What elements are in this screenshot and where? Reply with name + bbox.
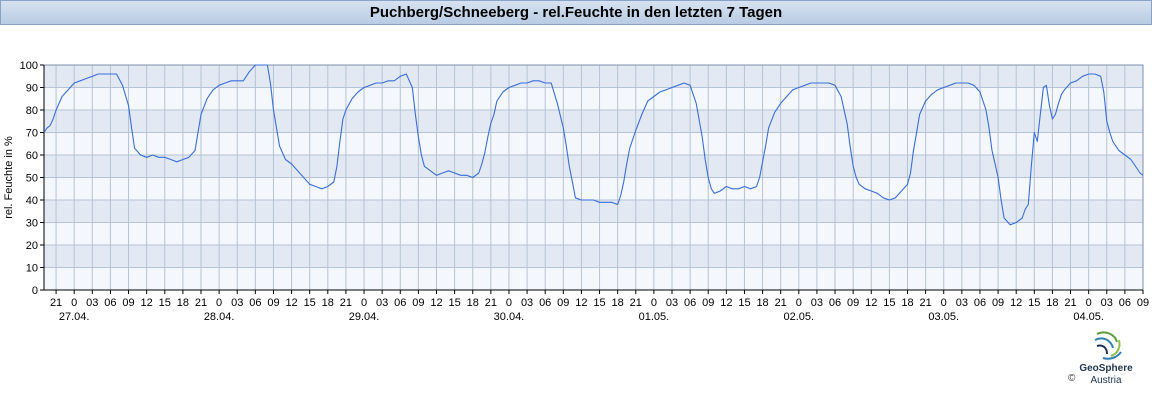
- x-tick-label: 0: [651, 297, 657, 309]
- x-tick-label: 18: [322, 297, 334, 309]
- x-tick-label: 0: [941, 297, 947, 309]
- x-tick-label: 21: [1064, 297, 1076, 309]
- x-tick-label: 15: [448, 297, 460, 309]
- x-tick-label: 06: [249, 297, 261, 309]
- y-tick-label: 0: [32, 285, 38, 297]
- y-tick-label: 90: [26, 83, 38, 95]
- y-tick-label: 10: [26, 263, 38, 275]
- plot-band: [44, 245, 1143, 268]
- x-tick-label: 18: [467, 297, 479, 309]
- x-tick-label: 12: [141, 297, 153, 309]
- plot-band: [44, 155, 1143, 178]
- y-tick-label: 30: [26, 218, 38, 230]
- y-axis-label: rel. Feuchte in %: [3, 136, 15, 219]
- x-tick-label: 15: [304, 297, 316, 309]
- y-axis: 0 10 20 30 40 50 60 70 80 90 100: [20, 60, 45, 297]
- x-tick-label: 0: [71, 297, 77, 309]
- x-tick-label: 21: [630, 297, 642, 309]
- x-tick-label: 12: [285, 297, 297, 309]
- x-tick-label: 09: [847, 297, 859, 309]
- x-tick-label: 21: [340, 297, 352, 309]
- date-label: 30.04.: [494, 311, 525, 323]
- date-label: 28.04.: [204, 311, 235, 323]
- x-tick-label: 12: [865, 297, 877, 309]
- x-tick-label: 03: [1101, 297, 1113, 309]
- x-tick-label: 21: [50, 297, 62, 309]
- x-tick-label: 12: [575, 297, 587, 309]
- y-tick-label: 60: [26, 150, 38, 162]
- x-tick-label: 18: [756, 297, 768, 309]
- y-tick-label: 100: [20, 60, 38, 72]
- x-tick-label: 12: [720, 297, 732, 309]
- x-tick-label: 15: [883, 297, 895, 309]
- x-tick-label: 06: [684, 297, 696, 309]
- x-tick-label: 12: [1010, 297, 1022, 309]
- x-tick-label: 18: [901, 297, 913, 309]
- geosphere-logo: GeoSphere Austria ©: [1066, 328, 1146, 398]
- x-tick-label: 06: [104, 297, 116, 309]
- y-tick-label: 20: [26, 240, 38, 252]
- x-tick-label: 15: [1028, 297, 1040, 309]
- x-tick-label: 21: [485, 297, 497, 309]
- x-tick-label: 18: [177, 297, 189, 309]
- logo-sub: Austria: [1090, 375, 1122, 386]
- x-tick-label: 09: [1137, 297, 1149, 309]
- x-tick-label: 09: [557, 297, 569, 309]
- x-tick-label: 09: [992, 297, 1004, 309]
- plot-band: [44, 65, 1143, 88]
- date-label: 01.05.: [639, 311, 670, 323]
- plot-band: [44, 200, 1143, 223]
- x-tick-label: 03: [86, 297, 98, 309]
- x-tick-label: 06: [539, 297, 551, 309]
- date-label: 29.04.: [349, 311, 380, 323]
- date-label: 02.05.: [784, 311, 815, 323]
- x-tick-label: 03: [956, 297, 968, 309]
- series-group: [43, 64, 1144, 226]
- chart-title: Puchberg/Schneeberg - rel.Feuchte in den…: [0, 0, 1152, 25]
- date-label: 27.04.: [59, 311, 90, 323]
- y-tick-label: 70: [26, 128, 38, 140]
- x-tick-label: 0: [361, 297, 367, 309]
- x-tick-label: 21: [775, 297, 787, 309]
- x-tick-label: 18: [612, 297, 624, 309]
- x-tick-label: 03: [521, 297, 533, 309]
- date-label: 04.05.: [1073, 311, 1104, 323]
- x-tick-label: 21: [919, 297, 931, 309]
- logo-name: GeoSphere: [1079, 363, 1133, 374]
- x-tick-label: 18: [1046, 297, 1058, 309]
- x-tick-label: 03: [376, 297, 388, 309]
- x-tick-label: 06: [394, 297, 406, 309]
- x-tick-label: 0: [796, 297, 802, 309]
- x-tick-label: 06: [974, 297, 986, 309]
- date-label: 03.05.: [928, 311, 959, 323]
- x-tick-label: 03: [666, 297, 678, 309]
- x-tick-label: 21: [195, 297, 207, 309]
- x-tick-label: 09: [702, 297, 714, 309]
- x-tick-label: 0: [1086, 297, 1092, 309]
- x-axis: 21 0 03 06 09 12 15 18 21 0 03 06 09 12 15 18 21 0 03 06 09 1…: [44, 289, 1149, 323]
- y-tick-label: 50: [26, 173, 38, 185]
- x-tick-label: 09: [267, 297, 279, 309]
- x-tick-label: 09: [122, 297, 134, 309]
- x-tick-label: 06: [829, 297, 841, 309]
- humidity-series-line: [43, 64, 1144, 226]
- y-tick-label: 80: [26, 105, 38, 117]
- x-tick-label: 15: [738, 297, 750, 309]
- copyright-symbol: ©: [1068, 373, 1076, 384]
- x-tick-label: 12: [430, 297, 442, 309]
- plot-band: [44, 110, 1143, 133]
- x-tick-label: 0: [506, 297, 512, 309]
- x-tick-label: 15: [159, 297, 171, 309]
- x-tick-label: 15: [593, 297, 605, 309]
- x-tick-label: 06: [1119, 297, 1131, 309]
- x-tick-label: 03: [231, 297, 243, 309]
- x-tick-label: 03: [811, 297, 823, 309]
- x-tick-label: 09: [412, 297, 424, 309]
- geosphere-logo-mark: [1094, 331, 1122, 360]
- y-tick-label: 40: [26, 195, 38, 207]
- x-tick-label: 0: [216, 297, 222, 309]
